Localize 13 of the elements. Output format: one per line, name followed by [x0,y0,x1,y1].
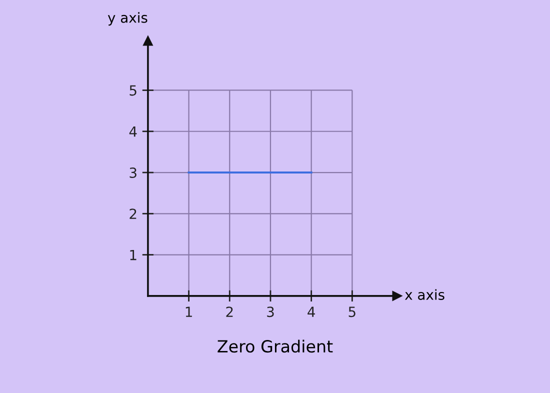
x-tick-label: 1 [186,306,192,317]
x-tick-label: 3 [267,306,274,318]
x-axis-title: x axis [404,289,444,300]
y-tick-label: 3 [130,167,136,178]
y-tick-label: 4 [129,126,137,137]
x-tick-label: 2 [226,306,233,317]
x-tick-label: 5 [348,306,356,318]
y-tick-label: 1 [130,250,136,260]
text: Zero Gradient [218,340,333,353]
y-tick-label: 2 [130,208,136,219]
x-tick-label: 4 [308,306,315,317]
y-axis-title: y axis [108,12,148,26]
y-tick-label: 5 [130,85,136,96]
